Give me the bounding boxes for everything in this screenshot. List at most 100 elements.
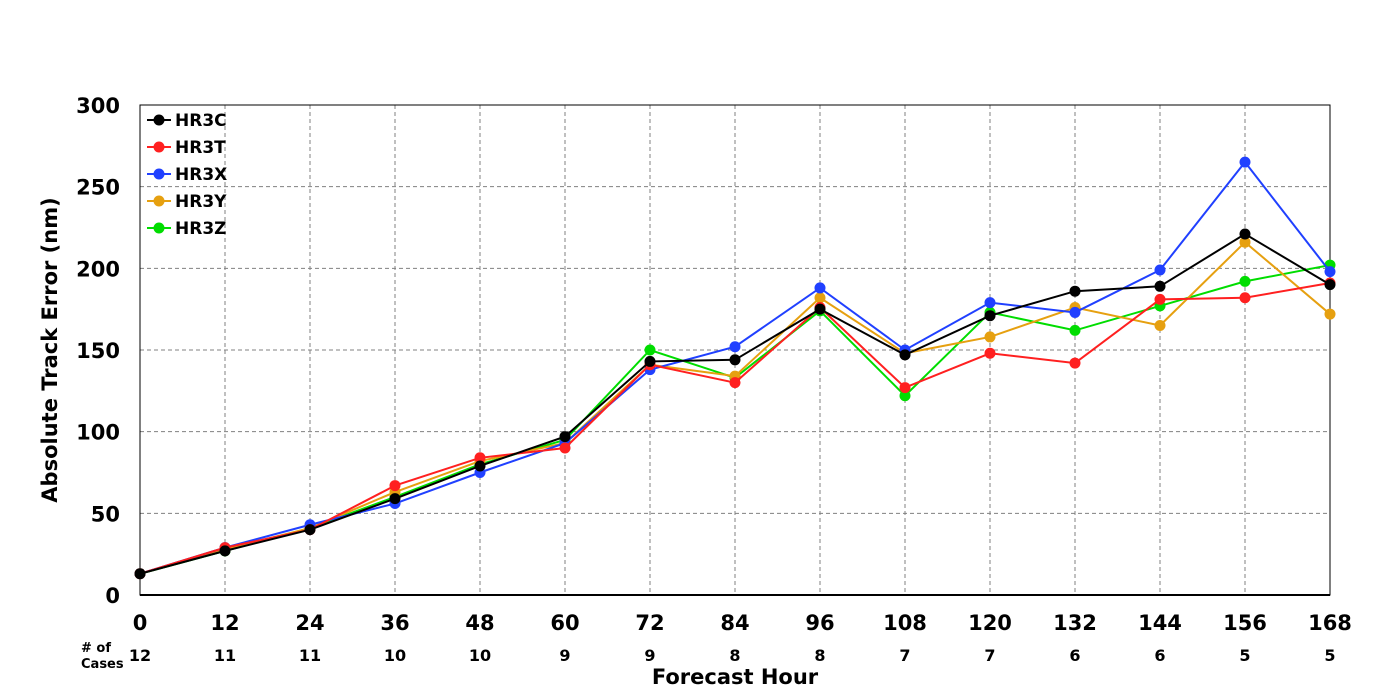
series-hr3x [134,156,1336,580]
legend-marker [153,195,165,207]
legend-marker [153,222,165,234]
case-count: 7 [899,646,910,665]
data-point-hr3x [814,282,826,294]
data-point-hr3x [1239,156,1251,168]
cases-label-line1: # of [81,641,111,656]
data-point-hr3t [1154,293,1166,305]
data-point-hr3x [729,341,741,353]
legend-marker [153,168,165,180]
x-tick-label: 48 [465,611,494,635]
data-point-hr3t [1069,357,1081,369]
series-hr3c [134,228,1336,580]
case-count: 12 [129,646,151,665]
data-point-hr3c [899,349,911,361]
x-tick-label: 72 [635,611,664,635]
y-tick-label: 0 [105,584,120,608]
x-tick-label: 36 [380,611,409,635]
case-count: 10 [384,646,406,665]
y-tick-label: 100 [76,421,120,445]
x-tick-label: 60 [550,611,579,635]
case-count: 11 [214,646,236,665]
data-point-hr3c [219,545,231,557]
data-point-hr3c [729,354,741,366]
data-point-hr3c [1154,280,1166,292]
case-count: 11 [299,646,321,665]
x-tick-label: 12 [210,611,239,635]
x-tick-label: 96 [805,611,834,635]
data-point-hr3x [1154,264,1166,276]
x-tick-labels: 0 12 24 36 48 60 72 84 96 108 120 132 144 156 168 [133,611,1352,635]
data-point-hr3t [899,382,911,394]
x-tick-label: 132 [1053,611,1097,635]
data-point-hr3y [1154,320,1166,331]
cases-label-line2: Cases [81,657,124,672]
y-tick-label: 150 [76,339,120,363]
data-point-hr3t [1239,292,1251,304]
x-axis-title: Forecast Hour [652,665,819,689]
y-tick-labels: 0 50 100 150 200 250 300 [76,94,120,608]
x-tick-label: 168 [1308,611,1352,635]
data-point-hr3c [134,568,146,580]
data-point-hr3z [644,344,656,356]
legend-marker [153,114,165,126]
data-point-hr3c [1239,228,1251,240]
legend-marker [153,141,165,153]
data-point-hr3x [1069,306,1081,318]
legend-label: HR3Z [175,219,226,239]
data-point-hr3t [984,347,996,359]
data-point-hr3c [389,493,401,505]
data-point-hr3c [814,303,826,315]
x-tick-label: 156 [1223,611,1267,635]
data-point-hr3c [304,524,316,536]
y-tick-label: 200 [76,257,120,281]
x-tick-label: 120 [968,611,1012,635]
x-tick-label: 0 [133,611,148,635]
case-count: 6 [1154,646,1165,665]
case-count: 5 [1324,646,1335,665]
data-point-hr3c [984,310,996,322]
x-tick-label: 108 [883,611,927,635]
legend-label: HR3X [175,165,227,185]
case-count: 8 [729,646,740,665]
x-tick-label: 24 [295,611,324,635]
data-point-hr3t [474,452,486,464]
legend-label: HR3T [175,138,226,158]
x-tick-label: 84 [720,611,749,635]
cases-row: # of Cases 12 11 11 10 10 9 9 8 8 7 7 6 6 5 5 [81,641,1336,672]
y-tick-label: 50 [91,502,120,526]
x-tick-label: 144 [1138,611,1182,635]
data-point-hr3t [559,442,571,454]
data-point-hr3z [899,390,911,402]
legend-item-hr3z: HR3Z [147,219,226,239]
y-tick-label: 250 [76,176,120,200]
case-count: 6 [1069,646,1080,665]
legend: HR3C HR3T HR3X HR3Y HR3Z [147,111,227,239]
data-point-hr3c [644,355,656,367]
series-hr3t [134,277,1336,580]
data-point-hr3c [559,431,571,443]
legend-item-hr3c: HR3C [147,111,227,131]
y-tick-label: 300 [76,94,120,118]
legend-item-hr3x: HR3X [147,165,227,185]
data-point-hr3c [474,460,486,472]
y-axis-title: Absolute Track Error (nm) [38,197,62,502]
legend-label: HR3C [175,111,227,131]
data-point-hr3y [814,292,826,304]
case-count: 9 [559,646,570,665]
case-count: 9 [644,646,655,665]
case-count: 5 [1239,646,1250,665]
legend-label: HR3Y [175,192,227,212]
data-point-hr3z [1239,275,1251,287]
series-layer [134,156,1336,580]
legend-item-hr3y: HR3Y [147,192,227,212]
data-point-hr3y [1239,236,1251,248]
data-point-hr3c [1324,279,1336,291]
data-point-hr3y [1324,308,1336,320]
data-point-hr3x [1324,266,1336,278]
data-point-hr3c [1069,285,1081,297]
case-count: 10 [469,646,491,665]
case-count: 7 [984,646,995,665]
data-point-hr3t [389,480,401,492]
data-point-hr3t [729,377,741,389]
